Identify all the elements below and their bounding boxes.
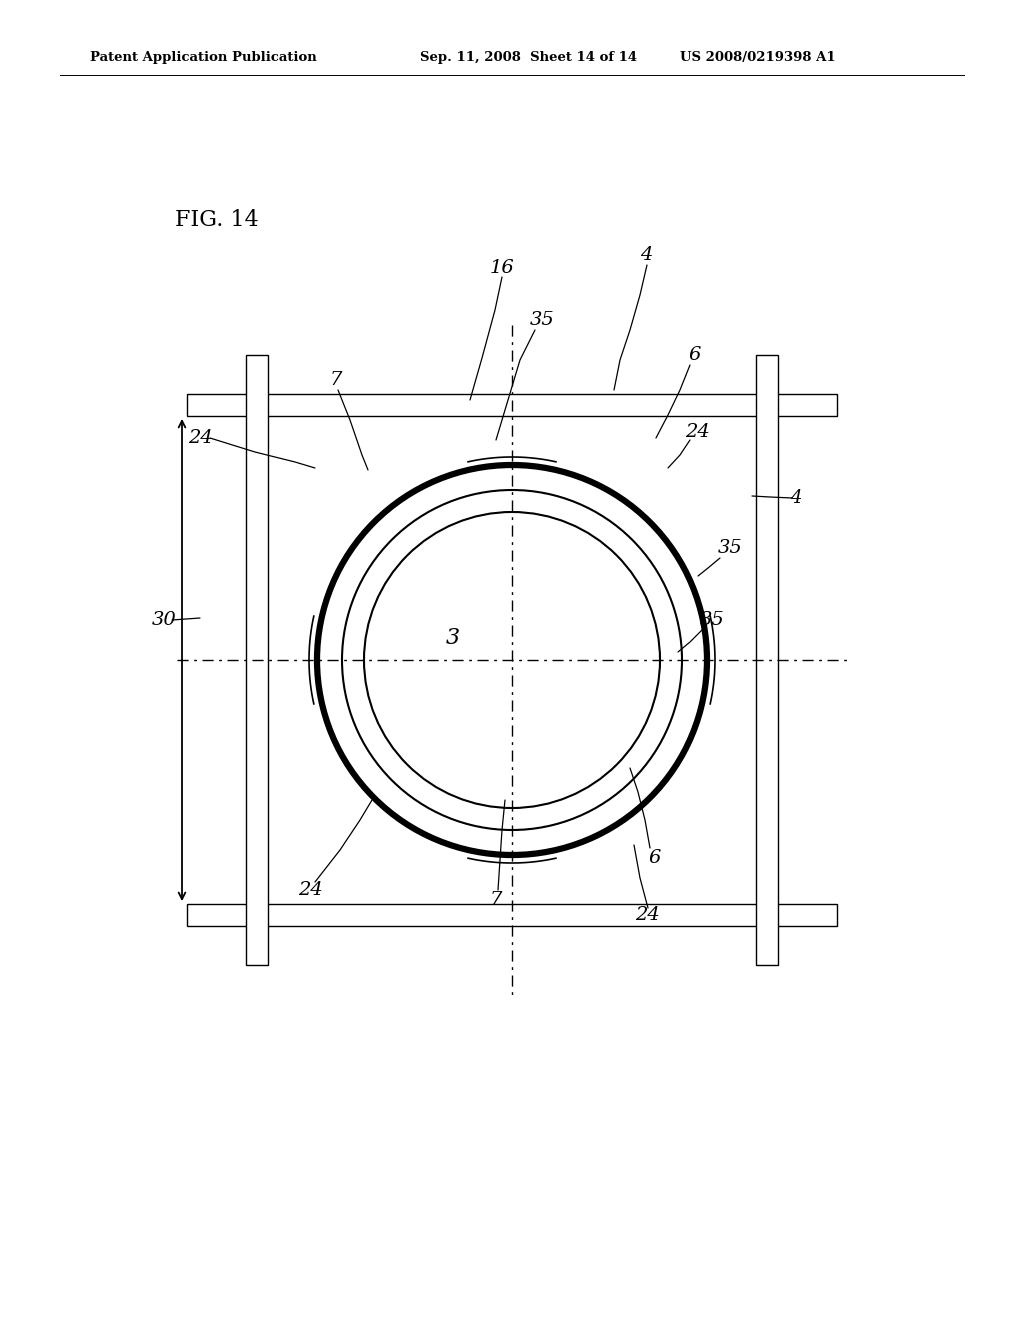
Text: 7: 7 — [330, 371, 342, 389]
Text: 35: 35 — [700, 611, 725, 630]
Text: 24: 24 — [298, 880, 323, 899]
Text: 4: 4 — [640, 246, 652, 264]
Text: 4: 4 — [790, 488, 802, 507]
Text: US 2008/0219398 A1: US 2008/0219398 A1 — [680, 51, 836, 65]
Text: Sep. 11, 2008  Sheet 14 of 14: Sep. 11, 2008 Sheet 14 of 14 — [420, 51, 637, 65]
Text: 30: 30 — [152, 611, 177, 630]
Text: 16: 16 — [490, 259, 515, 277]
Text: FIG. 14: FIG. 14 — [175, 209, 259, 231]
Text: 35: 35 — [530, 312, 555, 329]
Text: 6: 6 — [648, 849, 660, 867]
Text: 24: 24 — [685, 422, 710, 441]
Bar — [187, 904, 837, 927]
Bar — [187, 393, 837, 416]
Text: 24: 24 — [635, 906, 659, 924]
Text: Patent Application Publication: Patent Application Publication — [90, 51, 316, 65]
Text: 3: 3 — [446, 627, 460, 649]
Text: 35: 35 — [718, 539, 742, 557]
Text: 24: 24 — [188, 429, 213, 447]
Text: 7: 7 — [490, 891, 503, 909]
Text: 6: 6 — [688, 346, 700, 364]
Bar — [756, 355, 778, 965]
Bar — [246, 355, 268, 965]
